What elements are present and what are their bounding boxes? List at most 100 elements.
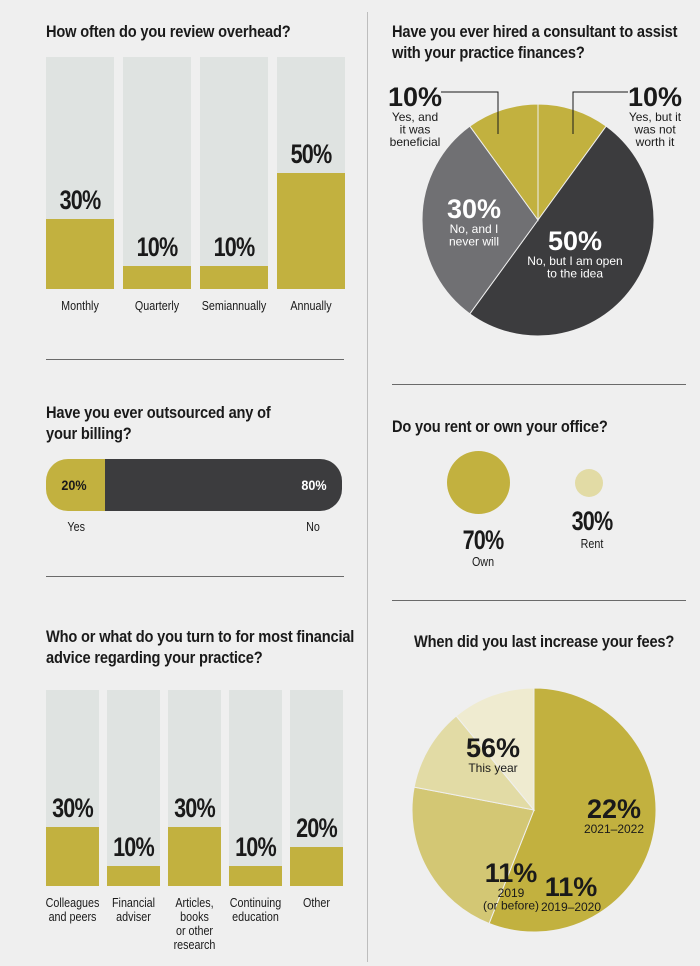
fees-slice-text: 2019–2020: [541, 900, 601, 914]
billing-pill-bar: 20% 80%: [46, 459, 342, 511]
consultant-slice-value: 30%: [447, 194, 501, 224]
fees-slice-value: 56%: [466, 733, 520, 763]
advice-bar-fill: [46, 827, 99, 886]
overhead-bar-0: 30% Monthly: [46, 57, 114, 313]
consultant-question-line2: with your practice finances?: [392, 43, 585, 62]
fees-slice-2: [413, 715, 536, 811]
consultant-slice-text: was not: [633, 123, 676, 137]
overhead-bar-value: 10%: [213, 231, 256, 262]
own-label: Own: [471, 555, 495, 569]
billing-question-line1: Have you ever outsourced any of: [46, 403, 271, 422]
advice-question-line2: advice regarding your practice?: [46, 648, 263, 667]
advice-bar-label: Continuing education: [229, 896, 282, 924]
fees-slice-text: 2021–2022: [584, 822, 644, 836]
consultant-slice-text: No, and I: [450, 222, 499, 236]
overhead-bar-value: 50%: [290, 139, 333, 169]
own-value: 70%: [462, 525, 505, 555]
fees-label-0: 56%This year: [466, 733, 520, 775]
advice-bar-track: [229, 690, 282, 886]
advice-bar-label: Financial adviser: [111, 896, 156, 924]
billing-question-line2: your billing?: [46, 424, 132, 443]
billing-no-label: No: [306, 520, 320, 534]
consultant-slice-text: No, but I am open: [527, 254, 622, 268]
consultant-slice-1: [469, 125, 655, 337]
overhead-bar-fill: [200, 265, 268, 289]
fees-slice-3: [455, 687, 535, 812]
advice-bar-value: 10%: [235, 832, 277, 863]
consultant-slice-text: to the idea: [547, 267, 603, 281]
advice-bar-4: 20% Other: [290, 690, 343, 910]
consultant-slice-value: 10%: [388, 82, 442, 112]
fees-slice-text: (or before): [483, 899, 539, 913]
consultant-slice-0: [537, 103, 607, 222]
advice-bar-label: Colleagues and peers: [45, 896, 100, 924]
fees-slice-value: 11%: [545, 872, 598, 902]
overhead-bar-chart: 30% Monthly 10% Quarterly 10% Semiannually 50%…: [46, 57, 345, 347]
billing-yes-value: 20%: [61, 477, 87, 493]
advice-bar-fill: [168, 827, 221, 886]
rent-value: 30%: [571, 506, 614, 536]
advice-bar-label: Articles, books or other research: [173, 896, 216, 952]
advice-bar-value: 20%: [296, 812, 338, 843]
advice-bar-fill: [107, 866, 160, 886]
fees-slice-value: 11%: [485, 858, 538, 888]
advice-bar-value: 30%: [52, 793, 94, 824]
divider-left-1: [46, 359, 344, 360]
advice-bar-2: 30% Articles, books or other research: [168, 690, 221, 952]
consultant-leader-line: [572, 91, 628, 134]
own-circle: [447, 451, 510, 514]
fees-slice-1: [411, 786, 535, 925]
fees-slice-0: [488, 687, 657, 933]
fees-label-1: 22%2021–2022: [584, 794, 644, 836]
billing-yes-label: Yes: [67, 520, 85, 534]
advice-bar-value: 30%: [174, 793, 216, 824]
overhead-bar-value: 10%: [136, 231, 179, 262]
advice-bar-fill: [229, 866, 282, 886]
overhead-bar-track: [123, 57, 191, 289]
consultant-question-line1: Have you ever hired a consultant to assi…: [392, 22, 678, 41]
overhead-bar-label: Semiannually: [201, 299, 267, 313]
fees-label-3: 11%2019(or before): [483, 858, 539, 913]
billing-yes-segment: [46, 459, 106, 511]
advice-question-line1: Who or what do you turn to for most fina…: [46, 627, 355, 646]
overhead-bar-3: 50% Annually: [277, 57, 345, 313]
divider-right-1: [392, 384, 686, 385]
advice-bar-0: 30% Colleagues and peers: [46, 690, 99, 924]
advice-bar-value: 10%: [113, 832, 155, 863]
consultant-slice-value: 10%: [628, 82, 682, 112]
advice-bar-3: 10% Continuing education: [229, 690, 282, 924]
advice-bar-label: Other: [303, 896, 330, 910]
advice-bar-track: [107, 690, 160, 886]
rent-circle: [575, 469, 603, 497]
overhead-bar-fill: [123, 265, 191, 289]
overhead-bar-fill: [46, 219, 114, 289]
advice-bar-chart: 30% Colleagues and peers 10% Financial advise…: [46, 690, 345, 960]
overhead-bar-2: 10% Semiannually: [200, 57, 268, 313]
consultant-slice-3: [469, 103, 539, 222]
consultant-slice-value: 50%: [548, 226, 602, 256]
billing-no-value: 80%: [301, 477, 327, 493]
fees-question: When did you last increase your fees?: [414, 632, 675, 651]
consultant-slice-text: beneficial: [390, 135, 441, 149]
fees-slice-text: 2019: [498, 886, 525, 900]
office-question: Do you rent or own your office?: [392, 417, 608, 436]
billing-no-segment: [105, 459, 342, 511]
overhead-question: How often do you review overhead?: [46, 22, 291, 41]
overhead-bar-fill: [277, 173, 345, 289]
fees-slice-text: This year: [468, 761, 517, 775]
divider-right-2: [392, 600, 686, 601]
consultant-slice-text: Yes, and: [392, 110, 438, 124]
overhead-bar-1: 10% Quarterly: [123, 57, 191, 313]
consultant-slice-text: it was: [400, 123, 431, 137]
consultant-leader-line: [441, 91, 499, 134]
consultant-slice-text: worth it: [635, 135, 675, 149]
consultant-slice-text: Yes, but it: [629, 110, 682, 124]
overhead-bar-label: Quarterly: [134, 299, 180, 313]
consultant-slice-2: [421, 125, 539, 315]
vertical-divider: [367, 12, 368, 962]
divider-left-2: [46, 576, 344, 577]
advice-bar-1: 10% Financial adviser: [107, 690, 160, 924]
